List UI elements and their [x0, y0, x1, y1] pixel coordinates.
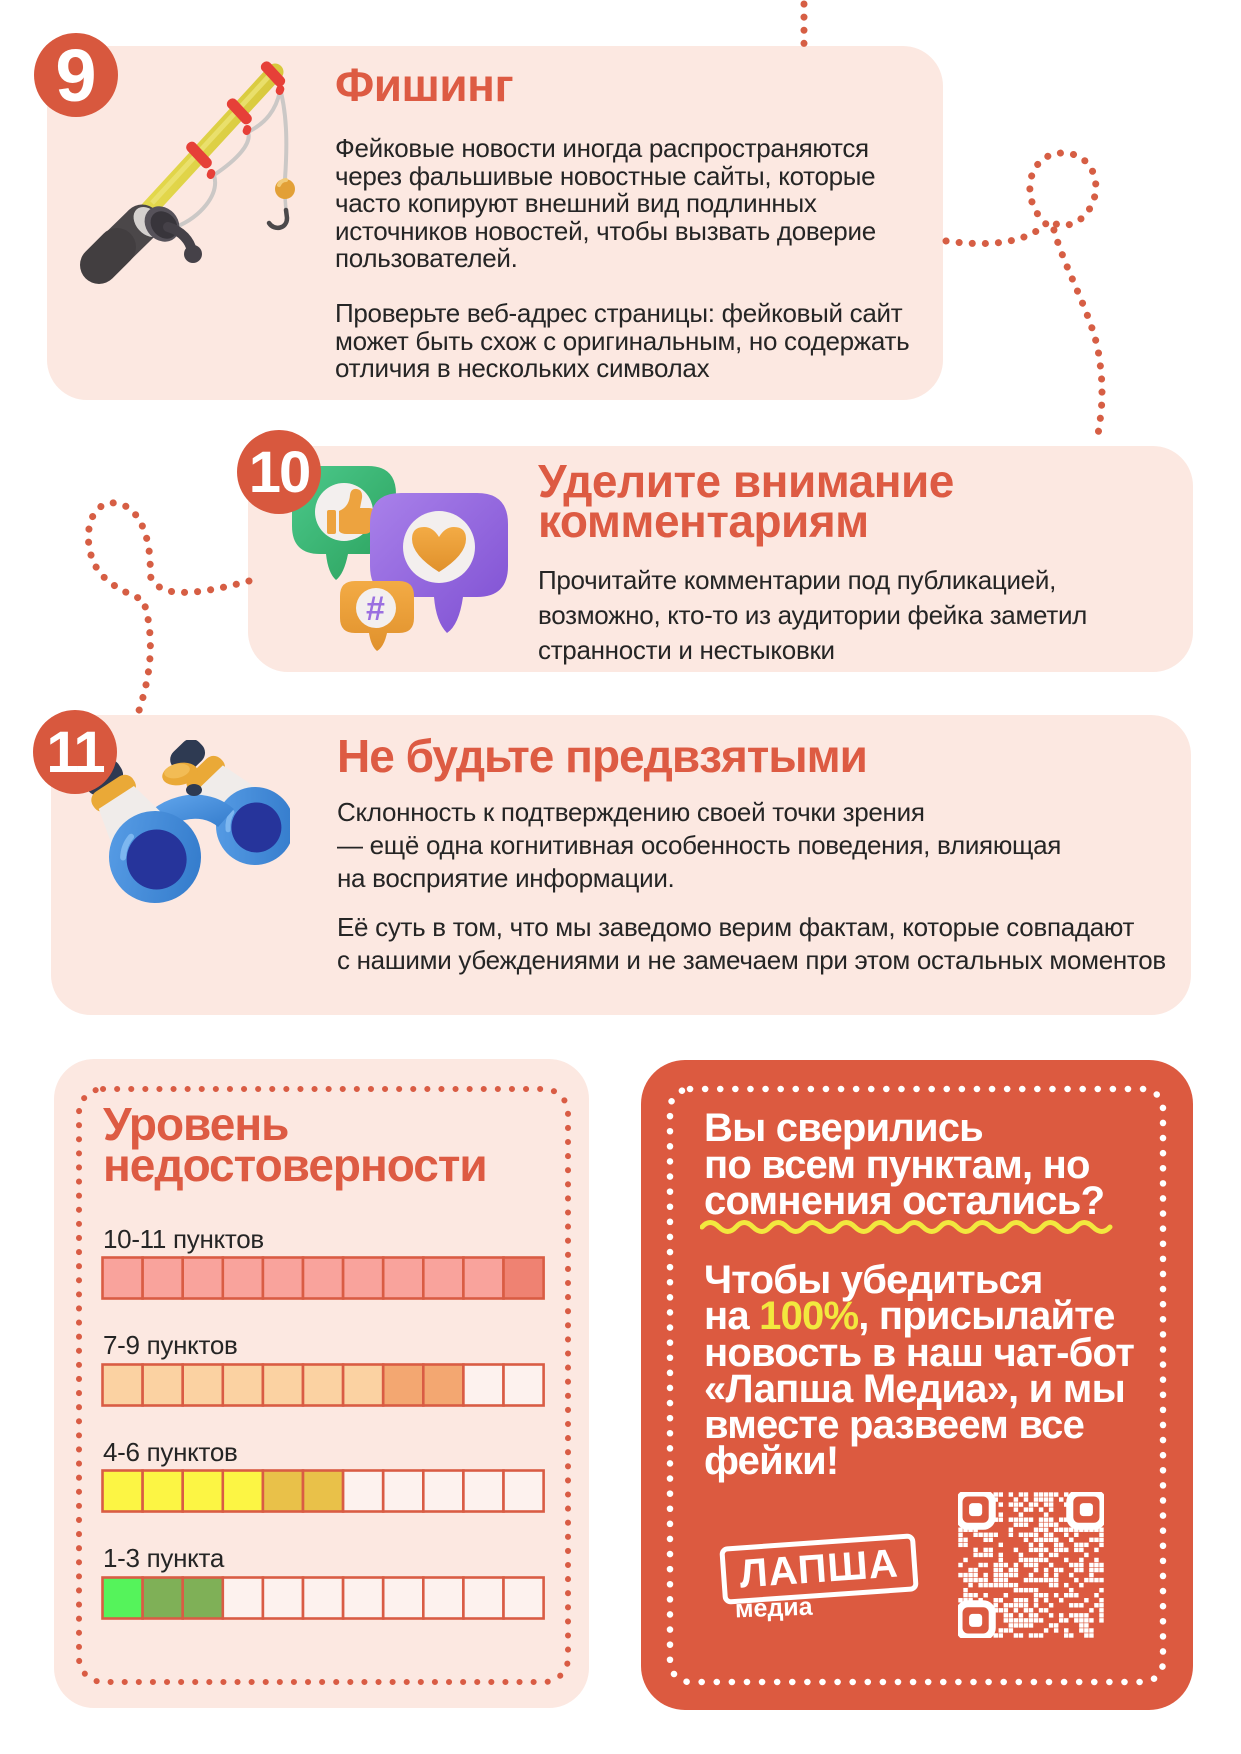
svg-text:#: #: [366, 590, 385, 628]
